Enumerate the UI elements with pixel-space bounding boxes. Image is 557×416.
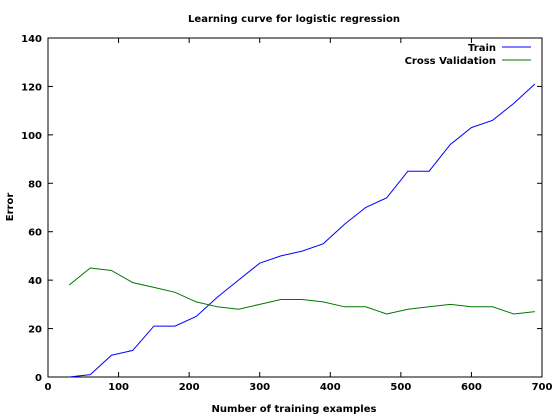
x-tick-label: 100 <box>108 382 129 393</box>
x-tick-label: 300 <box>249 382 270 393</box>
y-tick-label: 80 <box>28 179 42 190</box>
x-tick-label: 500 <box>390 382 411 393</box>
x-tick-label: 600 <box>461 382 482 393</box>
y-tick-label: 120 <box>21 82 42 93</box>
legend-label: Train <box>468 43 496 54</box>
x-tick-label: 0 <box>45 382 52 393</box>
y-tick-label: 0 <box>35 373 42 384</box>
y-tick-label: 140 <box>21 34 42 45</box>
x-axis-label: Number of training examples <box>212 404 377 415</box>
y-axis-label: Error <box>5 193 16 222</box>
series-line-train <box>69 83 536 378</box>
x-tick-label: 700 <box>532 382 553 393</box>
y-tick-label: 40 <box>28 276 42 287</box>
series-line-cross-validation <box>68 267 535 315</box>
y-tick-label: 60 <box>28 228 42 239</box>
chart-title: Learning curve for logistic regression <box>188 14 400 25</box>
legend-label: Cross Validation <box>405 56 496 67</box>
y-tick-label: 100 <box>21 131 42 142</box>
x-tick-label: 400 <box>320 382 341 393</box>
plot-frame <box>47 37 543 378</box>
y-tick-label: 20 <box>28 325 42 336</box>
x-tick-label: 200 <box>179 382 200 393</box>
